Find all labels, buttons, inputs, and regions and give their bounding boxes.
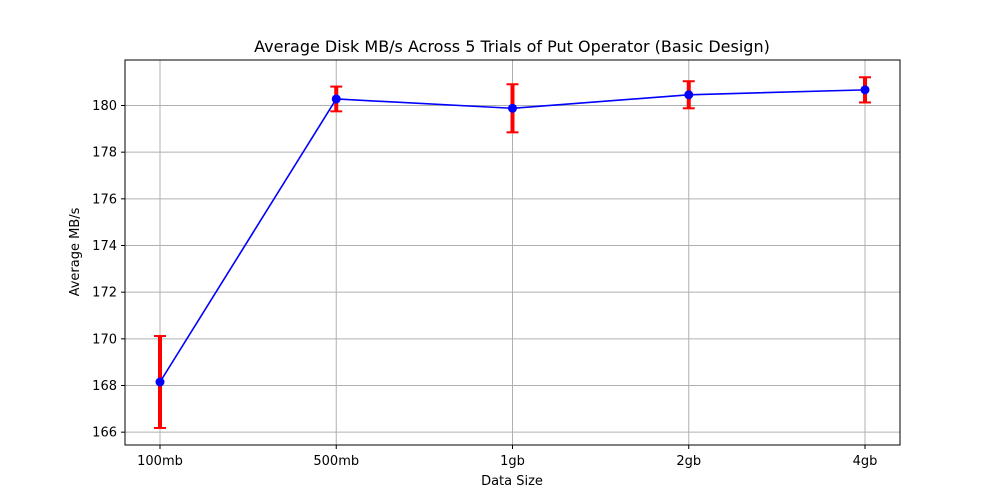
data-point (155, 377, 165, 387)
y-axis-label: Average MB/s (68, 207, 83, 296)
y-tick-label: 176 (92, 192, 117, 207)
y-tick-label: 166 (92, 426, 117, 441)
y-tick-label: 180 (92, 99, 117, 114)
x-tick-label: 500mb (313, 454, 359, 469)
chart-title: Average Disk MB/s Across 5 Trials of Put… (254, 37, 770, 56)
data-point (331, 94, 341, 104)
x-tick-label: 2gb (676, 454, 701, 469)
data-point (508, 103, 517, 113)
x-axis: 100mb 500mb 1gb 2gb 4gb (137, 445, 877, 469)
y-tick-label: 172 (92, 286, 117, 301)
y-tick-label: 170 (92, 332, 117, 347)
y-tick-label: 174 (92, 239, 117, 254)
x-tick-label: 1gb (500, 454, 525, 469)
x-tick-label: 100mb (137, 454, 183, 469)
y-tick-label: 178 (92, 146, 117, 161)
x-axis-label: Data Size (481, 474, 543, 489)
data-point (860, 85, 870, 95)
series-markers (155, 85, 870, 387)
y-tick-label: 168 (92, 379, 117, 394)
x-tick-label: 4gb (853, 454, 878, 469)
y-axis: 166 168 170 172 174 176 178 180 (92, 99, 125, 441)
data-point (684, 90, 694, 100)
